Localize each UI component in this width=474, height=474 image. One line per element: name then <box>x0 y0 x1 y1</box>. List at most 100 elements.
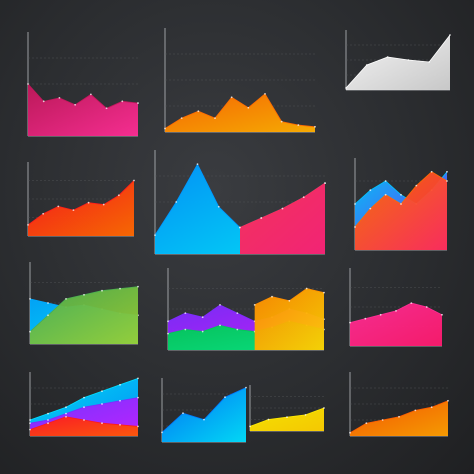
series-area-0 <box>250 408 324 431</box>
series-area-0 <box>350 400 448 436</box>
data-point <box>430 170 433 173</box>
data-point <box>286 416 288 419</box>
data-point <box>164 127 166 130</box>
data-point <box>47 412 49 415</box>
data-point <box>83 396 85 399</box>
data-point <box>65 298 67 300</box>
data-point <box>247 106 250 109</box>
data-point <box>281 207 284 210</box>
chart-panel-4 <box>154 150 326 255</box>
data-point <box>381 419 384 421</box>
data-point <box>384 193 387 196</box>
data-point <box>83 406 85 409</box>
data-point <box>304 414 307 416</box>
data-point <box>345 87 347 89</box>
data-point <box>102 203 105 206</box>
data-point <box>184 328 187 331</box>
data-point <box>137 425 139 428</box>
chart-panel-12 <box>349 372 449 437</box>
data-point <box>203 418 205 421</box>
data-point <box>297 124 300 126</box>
data-point <box>428 61 431 63</box>
data-point <box>42 212 45 215</box>
series-area-0 <box>162 387 246 442</box>
data-point <box>400 193 402 196</box>
data-point <box>239 226 241 229</box>
series-area-1 <box>30 286 138 344</box>
chart-panel-7 <box>167 268 325 351</box>
data-point <box>121 100 124 103</box>
data-point <box>349 431 351 434</box>
data-point <box>425 306 428 308</box>
data-point <box>27 83 29 85</box>
data-point <box>379 313 382 316</box>
data-point <box>196 163 199 166</box>
data-point <box>400 203 402 205</box>
data-point <box>119 383 121 386</box>
data-point <box>137 377 139 380</box>
data-point <box>430 406 433 409</box>
chart-panel-8 <box>349 268 443 347</box>
data-point <box>386 56 389 58</box>
data-point <box>219 324 221 327</box>
series-line-0 <box>27 180 135 226</box>
data-point <box>364 317 367 320</box>
data-point <box>236 312 239 314</box>
data-point <box>105 107 108 110</box>
data-point <box>249 425 251 428</box>
data-point <box>395 310 397 312</box>
data-point <box>217 205 220 208</box>
data-point <box>369 189 372 192</box>
data-point <box>398 415 400 418</box>
data-point <box>89 93 92 96</box>
data-point <box>446 180 448 182</box>
data-point <box>119 399 121 402</box>
data-point <box>65 415 67 418</box>
data-point <box>201 316 204 319</box>
data-point <box>449 34 451 36</box>
data-point <box>245 386 247 389</box>
chart-panel-9 <box>29 372 139 437</box>
data-point <box>119 287 121 290</box>
data-point <box>201 330 204 333</box>
chart-panel-2 <box>345 30 451 91</box>
data-point <box>267 418 270 421</box>
data-point <box>137 102 139 104</box>
data-point <box>324 182 326 184</box>
chart-panel-5 <box>354 158 448 251</box>
data-point <box>101 390 103 393</box>
series-area-2 <box>30 416 138 436</box>
data-point <box>302 196 305 199</box>
data-point <box>175 201 178 203</box>
data-point <box>415 184 418 187</box>
data-point <box>137 396 139 399</box>
data-point <box>42 100 45 103</box>
data-point <box>117 194 120 197</box>
chart-panel-6 <box>29 262 139 345</box>
data-point <box>101 403 103 405</box>
data-point <box>101 289 103 292</box>
data-point <box>410 302 413 304</box>
data-point <box>47 419 49 421</box>
data-point <box>230 96 233 99</box>
data-point <box>29 419 31 421</box>
series-line-0 <box>164 93 316 129</box>
data-point <box>58 96 61 99</box>
data-point <box>253 304 256 306</box>
data-point <box>182 412 184 415</box>
data-point <box>167 332 169 335</box>
data-point <box>365 64 368 66</box>
data-point <box>29 298 31 300</box>
data-point <box>161 431 163 434</box>
series-area-0 <box>165 93 315 132</box>
series-area-2 <box>254 288 324 350</box>
series-area-1 <box>355 171 447 250</box>
data-point <box>180 117 183 120</box>
chart-panel-0 <box>27 32 139 137</box>
data-point <box>214 117 216 120</box>
data-point <box>407 59 410 61</box>
data-point <box>305 287 308 290</box>
chart-panel-10 <box>161 378 247 443</box>
series-area-0 <box>28 180 134 236</box>
data-point <box>349 321 351 324</box>
